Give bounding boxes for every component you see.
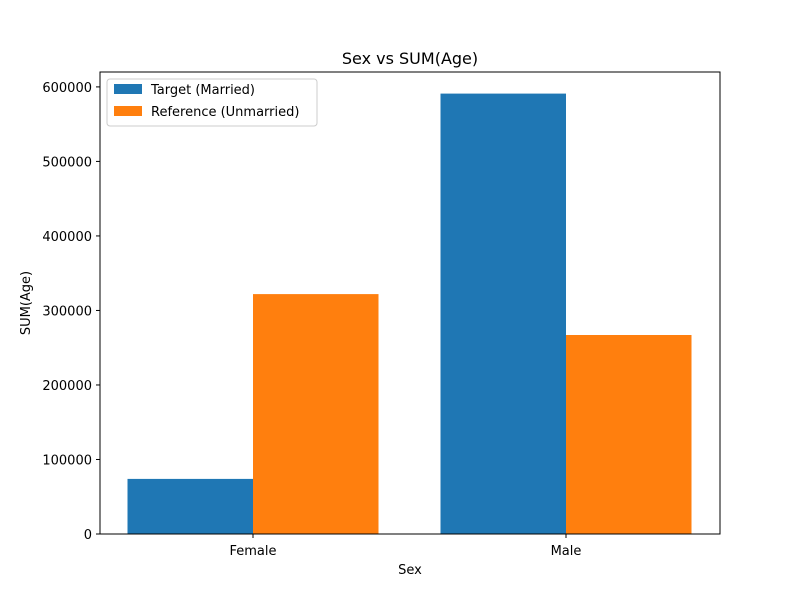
y-tick-label: 200000 [42, 379, 92, 394]
x-tick-label-male: Male [551, 544, 582, 559]
y-axis: 0 100000 200000 300000 400000 500000 600000 [42, 81, 100, 543]
y-axis-label: SUM(Age) [19, 271, 34, 335]
bars-group [127, 93, 692, 534]
legend-label: Reference (Unmarried) [151, 105, 299, 120]
y-tick-label: 500000 [42, 155, 92, 170]
y-tick-label: 0 [84, 528, 92, 543]
legend-swatch [114, 106, 142, 116]
y-tick-label: 600000 [42, 81, 92, 96]
y-tick-label: 400000 [42, 230, 92, 245]
chart-title: Sex vs SUM(Age) [342, 49, 478, 68]
y-tick-label: 300000 [42, 304, 92, 319]
bar-female-reference [253, 294, 379, 534]
x-tick-label-female: Female [229, 544, 276, 559]
legend-box [106, 78, 318, 127]
plot-frame [99, 71, 721, 535]
legend-swatch [114, 84, 142, 94]
x-axis-label: Sex [398, 563, 422, 578]
bar-male-reference [566, 335, 692, 534]
bar-female-target [127, 478, 253, 534]
x-axis: Female Male [229, 534, 581, 559]
legend-label: Target (Married) [150, 83, 255, 98]
y-tick-label: 100000 [42, 453, 92, 468]
legend: Target (Married) Reference (Unmarried) [106, 78, 318, 127]
bar-male-target [440, 93, 566, 534]
